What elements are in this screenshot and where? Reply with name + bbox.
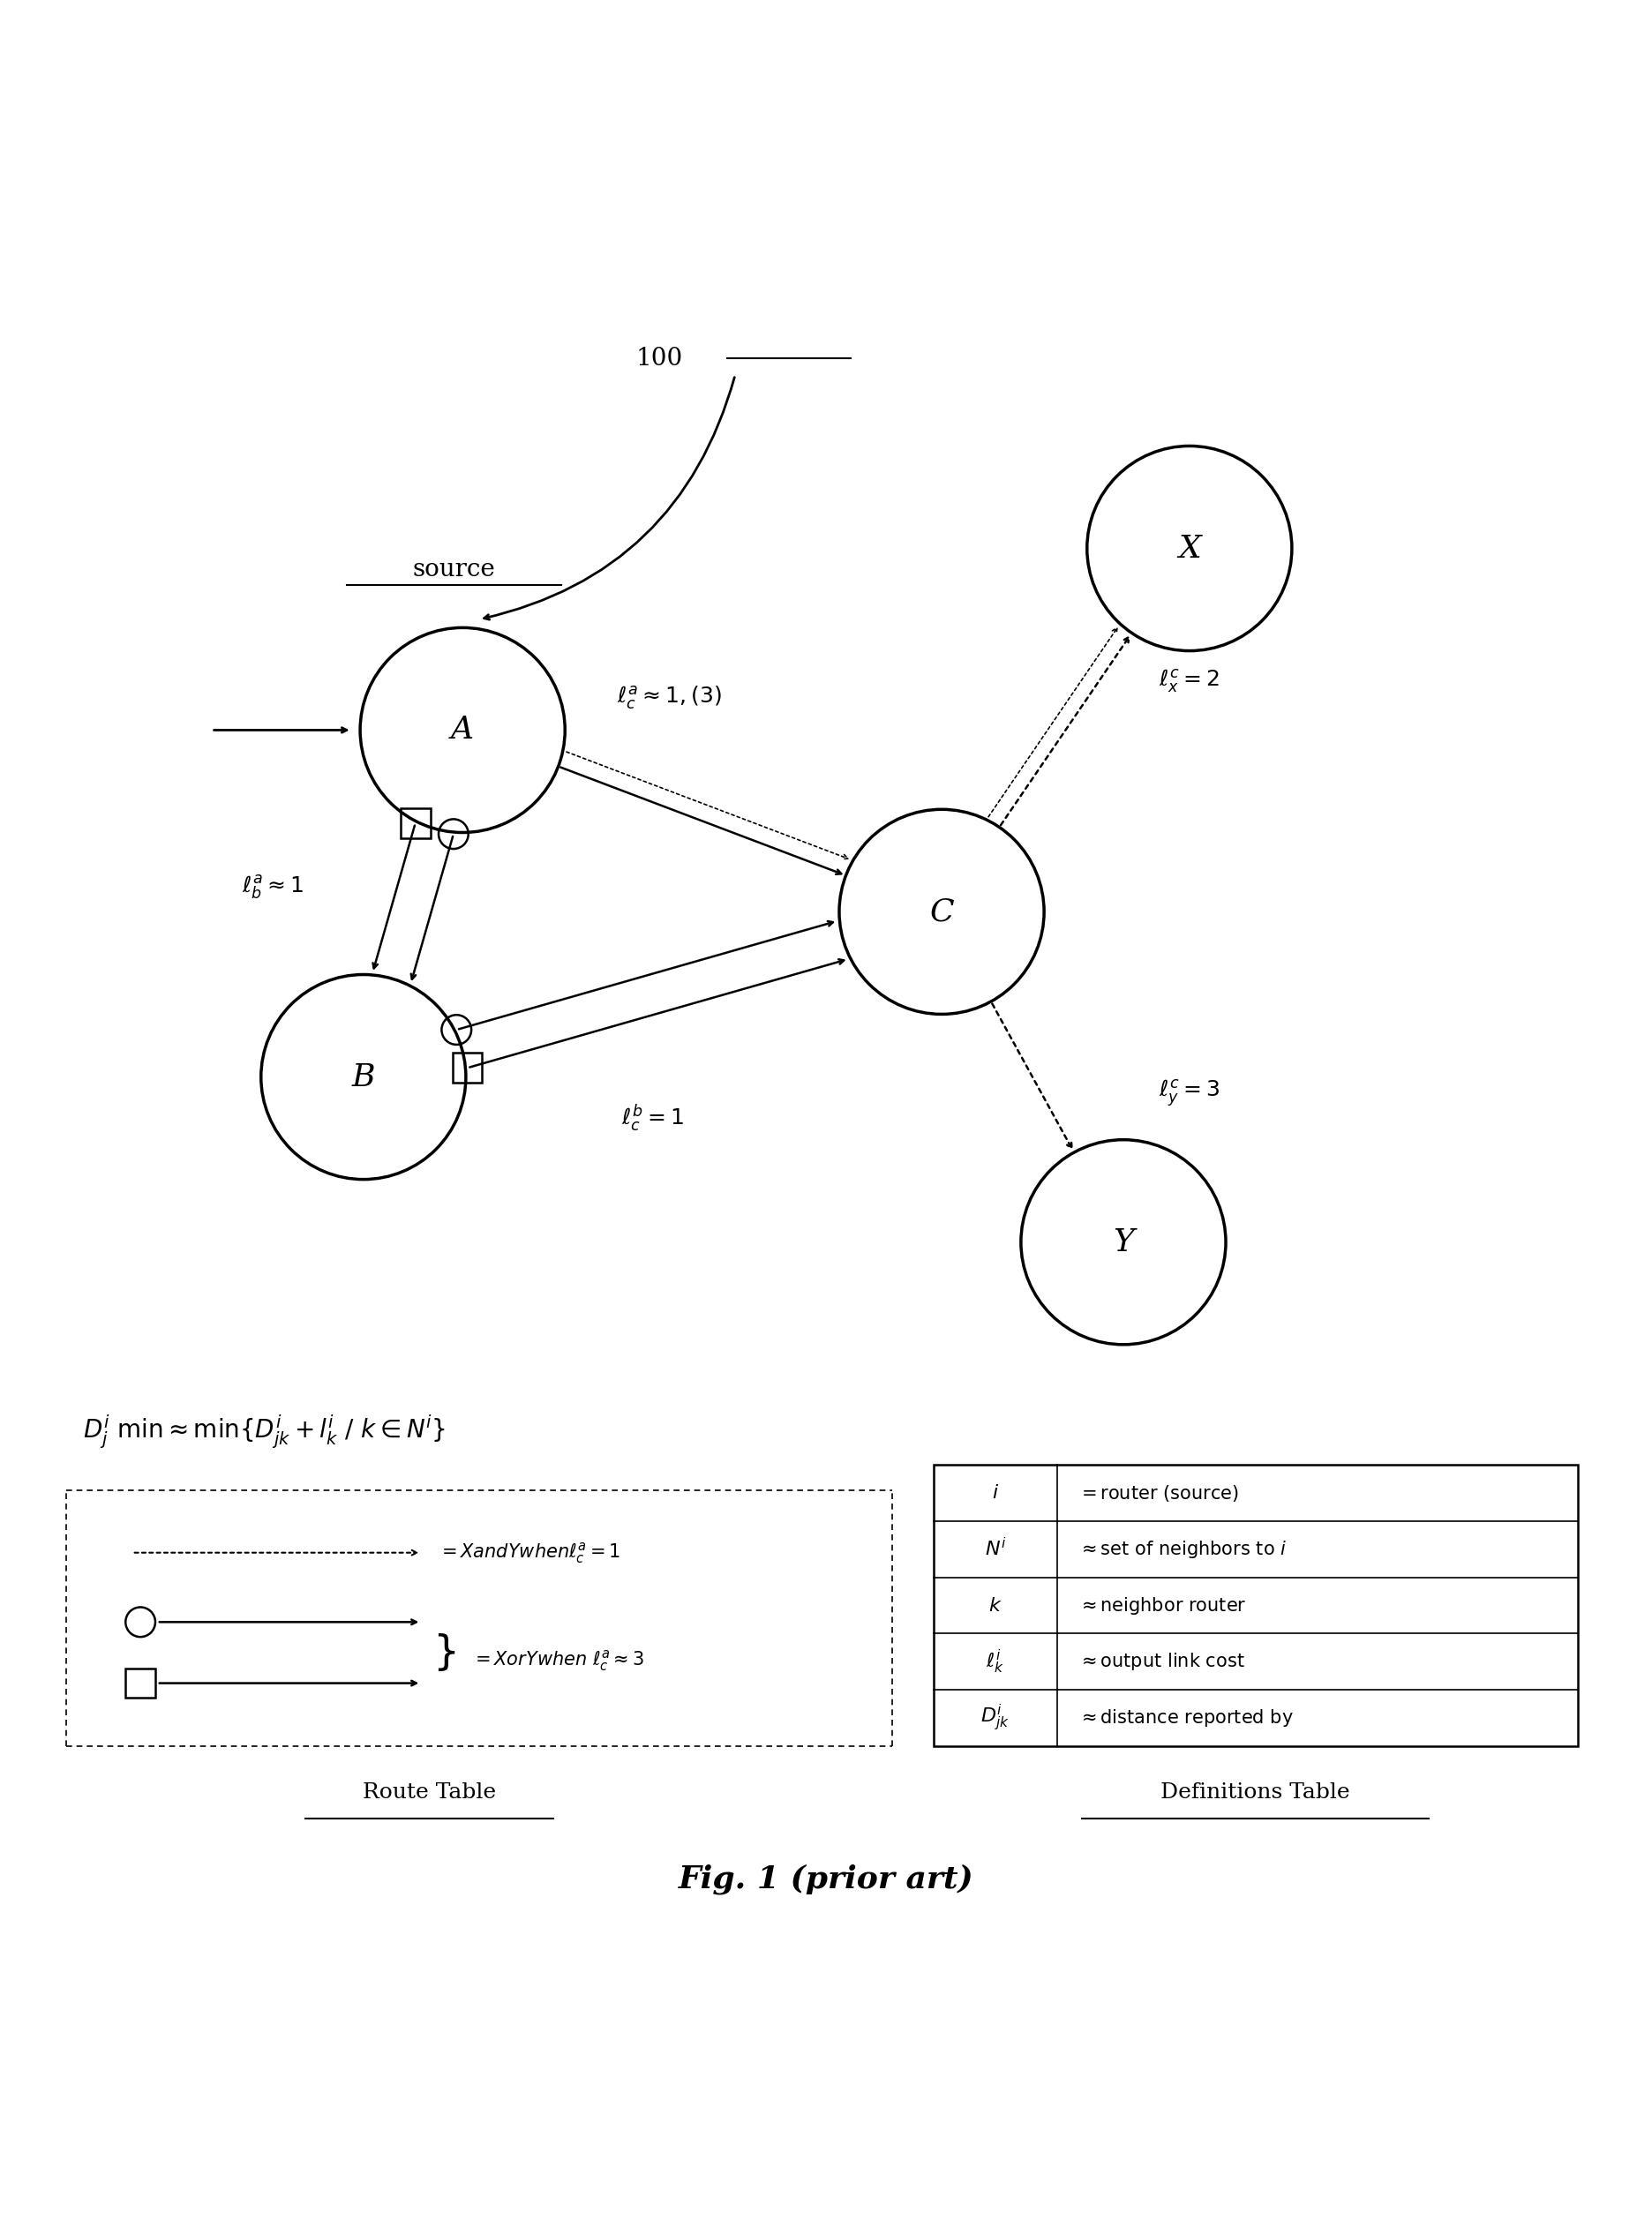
Text: X: X xyxy=(1178,533,1201,564)
Text: $\ell_k^i$: $\ell_k^i$ xyxy=(986,1647,1004,1676)
Text: $N^i$: $N^i$ xyxy=(985,1538,1006,1561)
Text: $D_j^i\ \mathrm{min} \approx \mathrm{min}\{D_{jk}^i + l_k^i\ /\ k \in N^i\}$: $D_j^i\ \mathrm{min} \approx \mathrm{min… xyxy=(83,1414,446,1452)
Text: Fig. 1 (prior art): Fig. 1 (prior art) xyxy=(679,1865,973,1894)
Circle shape xyxy=(1021,1139,1226,1345)
Text: $\approx \mathrm{distance\ reported\ by}$: $\approx \mathrm{distance\ reported\ by}… xyxy=(1077,1707,1294,1729)
Text: $k$: $k$ xyxy=(988,1596,1003,1616)
Text: 100: 100 xyxy=(636,346,682,371)
Circle shape xyxy=(839,810,1044,1015)
Text: $= X or Y when\ \ell_c^a \approx 3$: $= X or Y when\ \ell_c^a \approx 3$ xyxy=(471,1649,644,1674)
Text: A: A xyxy=(451,715,474,746)
Text: $\ell_c^a \approx 1,(3)$: $\ell_c^a \approx 1,(3)$ xyxy=(616,684,722,710)
Text: $\approx \mathrm{output\ link\ cost}$: $\approx \mathrm{output\ link\ cost}$ xyxy=(1077,1652,1244,1672)
Text: $\}$: $\}$ xyxy=(433,1632,456,1674)
Text: $D_{jk}^i$: $D_{jk}^i$ xyxy=(981,1703,1009,1734)
Text: C: C xyxy=(930,897,953,926)
Text: $\approx \mathrm{set\ of\ neighbors\ to}\ i$: $\approx \mathrm{set\ of\ neighbors\ to}… xyxy=(1077,1538,1287,1561)
Text: $\approx \mathrm{neighbor\ router}$: $\approx \mathrm{neighbor\ router}$ xyxy=(1077,1594,1246,1616)
Text: $\ell_b^a \approx 1$: $\ell_b^a \approx 1$ xyxy=(241,872,304,901)
Text: Y: Y xyxy=(1113,1228,1133,1257)
Text: $i$: $i$ xyxy=(991,1483,999,1503)
Text: $= X and Y when \ell_c^a = 1$: $= X and Y when \ell_c^a = 1$ xyxy=(438,1541,621,1565)
Text: $\ell_x^c = 2$: $\ell_x^c = 2$ xyxy=(1160,666,1219,695)
Circle shape xyxy=(1087,446,1292,650)
Bar xyxy=(933,1465,1578,1745)
Text: $\ell_c^b = 1$: $\ell_c^b = 1$ xyxy=(621,1103,684,1134)
Text: source: source xyxy=(413,557,496,582)
Text: $= \mathrm{router\ (source)}$: $= \mathrm{router\ (source)}$ xyxy=(1077,1483,1239,1503)
Text: $\ell_y^c = 3$: $\ell_y^c = 3$ xyxy=(1158,1079,1221,1110)
Circle shape xyxy=(360,628,565,832)
Text: Definitions Table: Definitions Table xyxy=(1161,1783,1350,1803)
Text: Route Table: Route Table xyxy=(363,1783,496,1803)
Circle shape xyxy=(261,975,466,1179)
Text: B: B xyxy=(352,1061,375,1092)
